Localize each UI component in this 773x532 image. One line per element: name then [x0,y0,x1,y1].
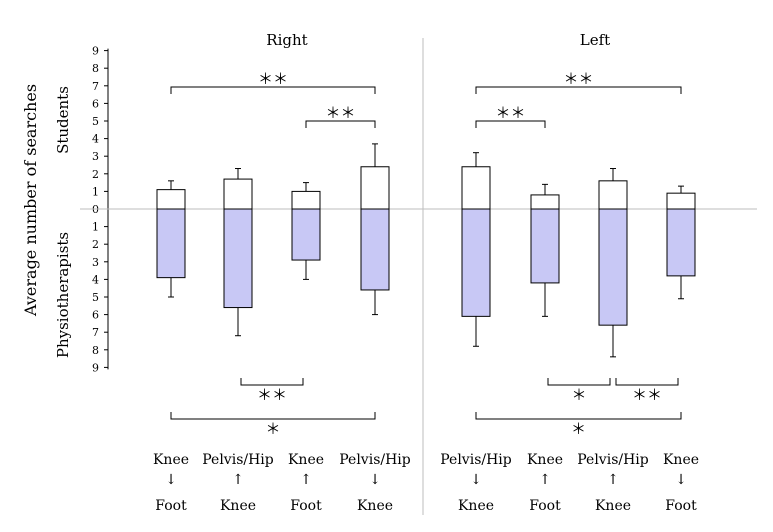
significance-label: ＊ [571,386,586,404]
y-tick-label: 7 [92,326,99,339]
category-from-label: Knee [288,452,324,468]
category-to-label: Knee [595,498,631,514]
student-bar [598,180,628,210]
category-arrow: ↓ [165,472,177,488]
physio-bar [598,208,628,326]
category-to-label: Foot [665,498,697,514]
category-arrow: ↑ [539,472,551,488]
significance-label: ＊＊ [495,104,525,122]
significance-label: ＊＊ [325,104,355,122]
student-bar [666,192,696,210]
category-from-label: Knee [153,452,189,468]
significance-label: ＊＊ [258,70,288,88]
student-bar [223,178,253,210]
category-to-label: Foot [529,498,561,514]
bars-layer [156,143,696,358]
physiotherapists-group-label: Physiotherapists [54,232,72,358]
category-from-label: Knee [663,452,699,468]
y-tick-label: 7 [92,80,99,93]
category-to-label: Foot [155,498,187,514]
student-bar [360,166,390,210]
y-tick-label: 5 [92,115,99,128]
y-axis-title: Average number of searches [21,84,40,317]
y-tick-label: 8 [92,344,99,357]
students-group-label: Students [54,86,72,154]
physio-bar [360,208,390,291]
category-to-label: Foot [290,498,322,514]
significance-label: ＊ [571,420,586,438]
y-tick-label: 9 [92,361,99,374]
student-bar [461,166,491,210]
significance-bracket [475,120,546,128]
y-tick-label: 4 [92,133,99,146]
y-tick-label: 2 [92,168,99,181]
student-bar [291,190,321,210]
significance-bracket [547,378,611,386]
significance-label: ＊＊ [257,386,287,404]
significance-bracket [240,378,304,386]
y-tick-label: 2 [92,238,99,251]
significance-bracket [475,412,682,420]
y-tick-label: 8 [92,62,99,75]
category-to-label: Knee [458,498,494,514]
y-tick-label: 9 [92,45,99,58]
category-arrow: ↑ [300,472,312,488]
significance-bracket [305,120,376,128]
panel-title-left: Left [580,31,610,49]
category-arrow: ↓ [470,472,482,488]
category-arrow: ↑ [232,472,244,488]
y-tick-label: 4 [92,273,99,286]
category-arrow: ↑ [607,472,619,488]
significance-layer: ＊＊＊＊＊＊＊＊＊＊＊＊ ＊＊＊ [170,70,682,438]
y-tick-label: 1 [92,221,99,234]
significance-label: ＊ [265,420,280,438]
category-from-label: Knee [527,452,563,468]
y-tick-label: 5 [92,291,99,304]
y-tick-label: 1 [92,185,99,198]
grid-layer [80,38,757,515]
y-tick-label: 3 [92,256,99,269]
category-to-label: Knee [220,498,256,514]
category-from-label: Pelvis/Hip [440,452,512,468]
physio-bar [291,208,321,261]
significance-bracket [615,378,679,386]
significance-label: ＊＊ [632,386,662,404]
y-tick-label: 6 [92,97,99,110]
axes-layer: Right Left Average number of searches St… [21,31,610,358]
category-label-layer: Knee ↓ Foot Pelvis/Hip ↑ Knee Knee ↑ Foot Pelvis/… [153,452,699,514]
physio-bar [223,208,253,309]
significance-bracket [170,412,376,420]
significance-bracket [475,86,682,94]
panel-title-right: Right [266,31,307,49]
y-tick-label: 6 [92,309,99,322]
category-arrow: ↓ [369,472,381,488]
physio-bar [461,208,491,317]
y-tick-label: 3 [92,150,99,163]
significance-label: ＊＊ [563,70,593,88]
significance-bracket [170,86,376,94]
student-bar [156,189,186,210]
category-to-label: Knee [357,498,393,514]
student-bar [530,194,560,210]
category-from-label: Pelvis/Hip [202,452,274,468]
physio-bar [156,208,186,279]
category-from-label: Pelvis/Hip [339,452,411,468]
physio-bar [530,208,560,284]
physio-bar [666,208,696,277]
category-arrow: ↓ [675,472,687,488]
category-from-label: Pelvis/Hip [577,452,649,468]
